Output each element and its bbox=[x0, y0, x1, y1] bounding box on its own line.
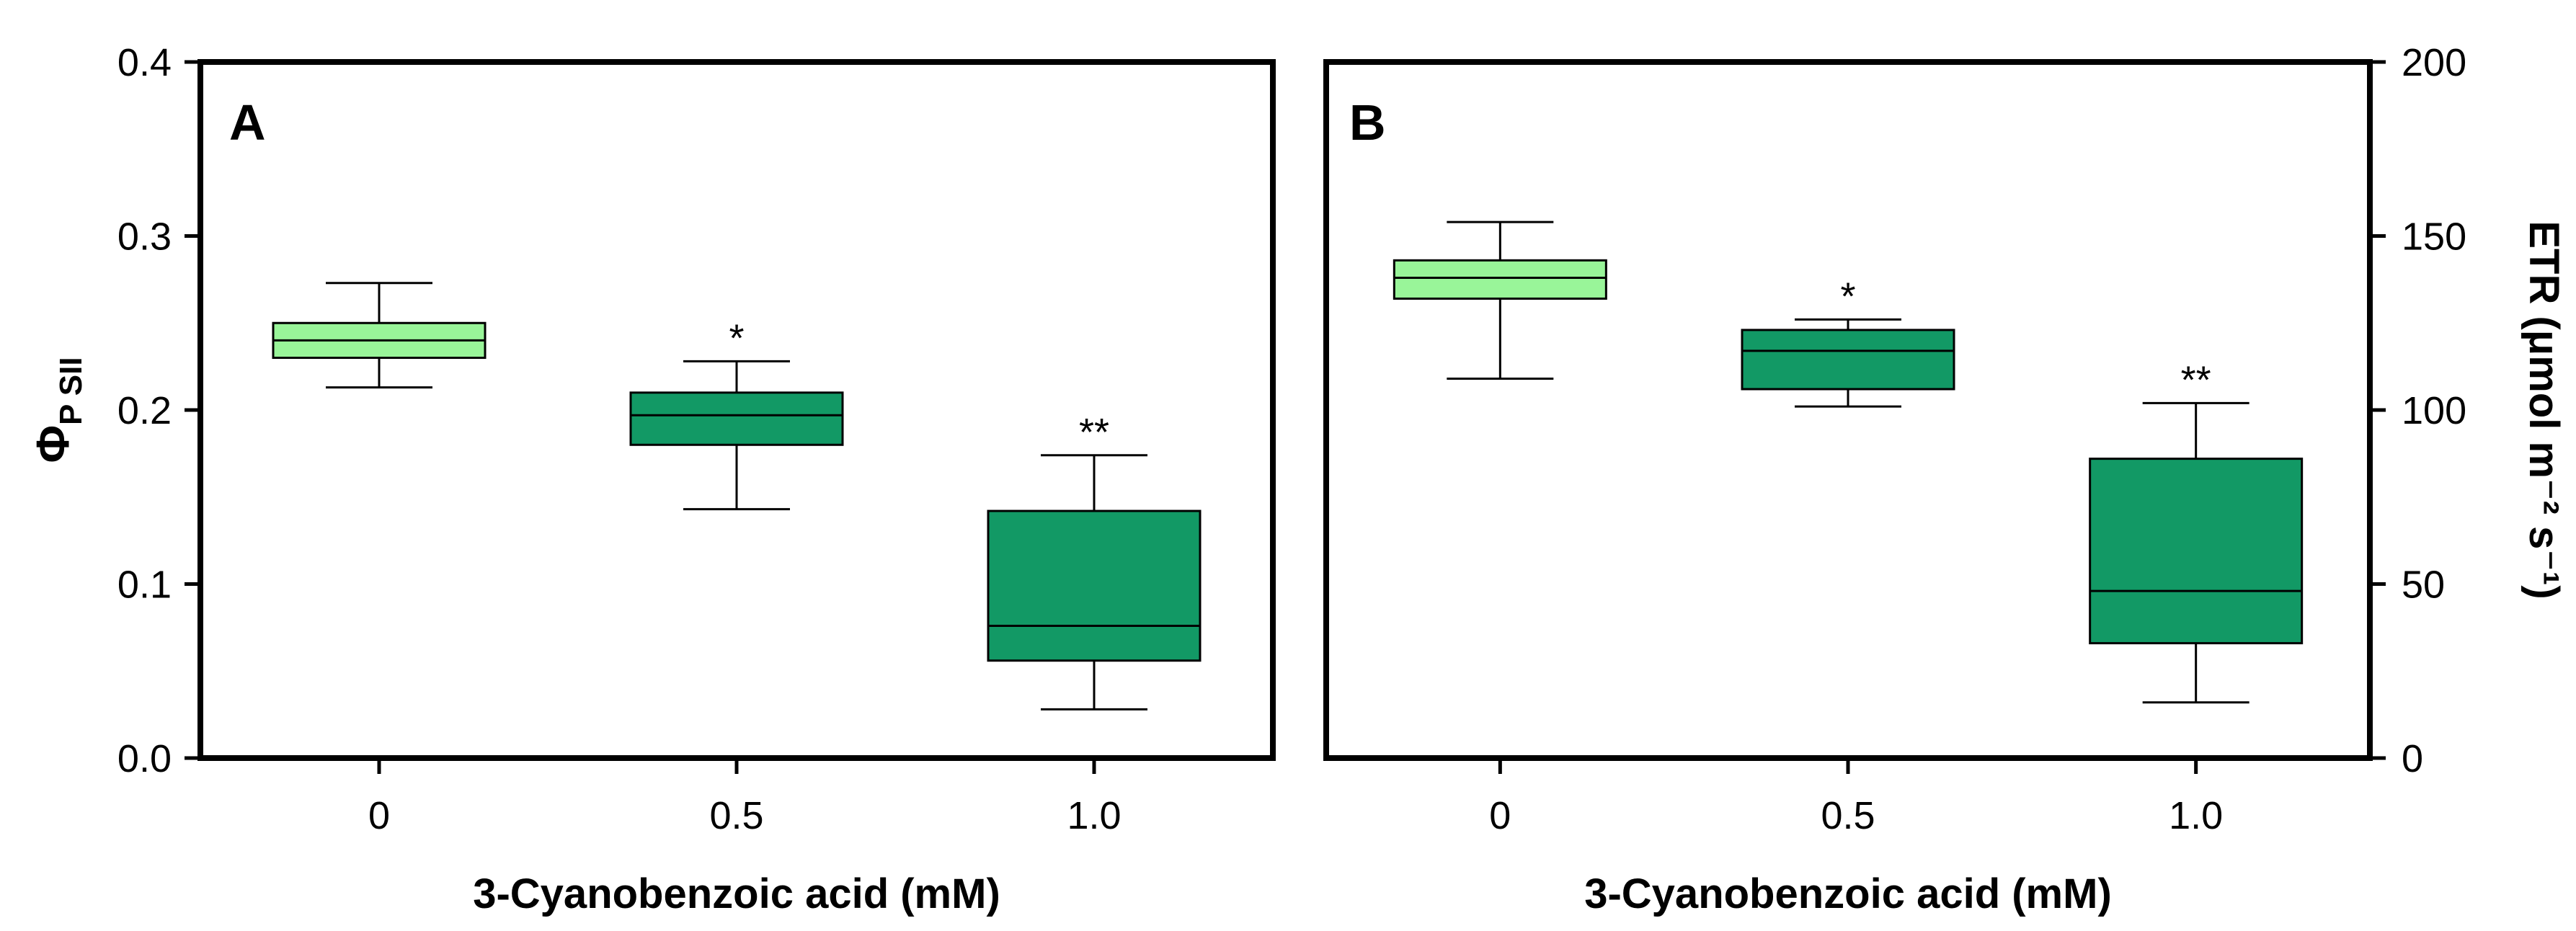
panel-b-x-tick-label: 0.5 bbox=[1821, 794, 1875, 837]
panel-b-y-tick-label: 0 bbox=[2402, 737, 2423, 780]
panel-b-box-1 bbox=[1393, 220, 1607, 380]
iqr-box bbox=[1741, 329, 1955, 391]
panel-b-x-axis: 0 0.5 1.0 bbox=[1489, 758, 2223, 837]
panel-a-y-tick-label: 0.0 bbox=[117, 737, 172, 780]
panel-a-box-3: ** bbox=[987, 411, 1202, 710]
panel-a-x-axis-title: 3-Cyanobenzoic acid (mM) bbox=[473, 870, 1000, 917]
panel-a-x-tick-label: 0 bbox=[368, 794, 390, 837]
iqr-box bbox=[629, 391, 844, 446]
panel-a-y-tick-label: 0.4 bbox=[117, 41, 172, 84]
panel-a-y-axis-title-subscript: P SII bbox=[53, 357, 89, 425]
panel-a-y-axis-title-main: Φ bbox=[27, 425, 79, 463]
panel-a-y-tick-label: 0.1 bbox=[117, 564, 172, 607]
panel-a-x-axis: 0 0.5 1.0 bbox=[368, 758, 1122, 837]
panel-b-label: B bbox=[1349, 94, 1386, 151]
panel-a-y-axis: 0.0 0.1 0.2 0.3 0.4 bbox=[117, 41, 200, 780]
panel-a: A 0.00.10.20.30.4 0 0.5 1.0 *** 3-Cyanoben… bbox=[27, 41, 1276, 917]
panel-b-y-tick-label: 200 bbox=[2402, 41, 2466, 84]
panel-b-boxes: *** bbox=[1393, 220, 2304, 704]
panel-b-x-tick-label: 1.0 bbox=[2169, 794, 2223, 837]
panel-a-box-1 bbox=[272, 282, 487, 389]
panel-b-y-tick-label: 50 bbox=[2402, 564, 2445, 607]
panel-b-box-3: ** bbox=[2089, 358, 2304, 704]
panel-b-y-tick-label: 100 bbox=[2402, 389, 2466, 432]
panel-b-y-axis: 0 50 100 150 200 bbox=[2370, 41, 2466, 780]
significance-marker: * bbox=[1840, 275, 1855, 318]
panel-b-y-tick-label: 150 bbox=[2402, 215, 2466, 259]
iqr-box bbox=[2089, 458, 2304, 645]
significance-marker: ** bbox=[1079, 411, 1109, 454]
significance-marker: * bbox=[729, 316, 744, 360]
panel-a-label: A bbox=[229, 94, 266, 151]
panel-b-x-tick-label: 0 bbox=[1489, 794, 1511, 837]
panel-a-x-tick-label: 0.5 bbox=[709, 794, 763, 837]
panel-a-y-tick-label: 0.2 bbox=[117, 389, 172, 432]
significance-marker: ** bbox=[2181, 358, 2211, 401]
panel-a-box-2: * bbox=[629, 316, 844, 511]
panel-a-y-axis-title: ΦP SII bbox=[27, 357, 89, 463]
panel-b-x-axis-title: 3-Cyanobenzoic acid (mM) bbox=[1584, 870, 2112, 917]
iqr-box bbox=[1393, 259, 1607, 300]
panel-a-y-tick-label: 0.3 bbox=[117, 215, 172, 259]
panel-a-boxes: *** bbox=[272, 282, 1202, 710]
panel-a-x-tick-label: 1.0 bbox=[1067, 794, 1121, 837]
panel-b-frame bbox=[1323, 59, 2373, 761]
panel-b-y-axis-title: ETR (μmol m⁻² s⁻¹) bbox=[2521, 220, 2567, 599]
iqr-box bbox=[987, 509, 1202, 662]
panel-b-box-2: * bbox=[1741, 275, 1955, 408]
